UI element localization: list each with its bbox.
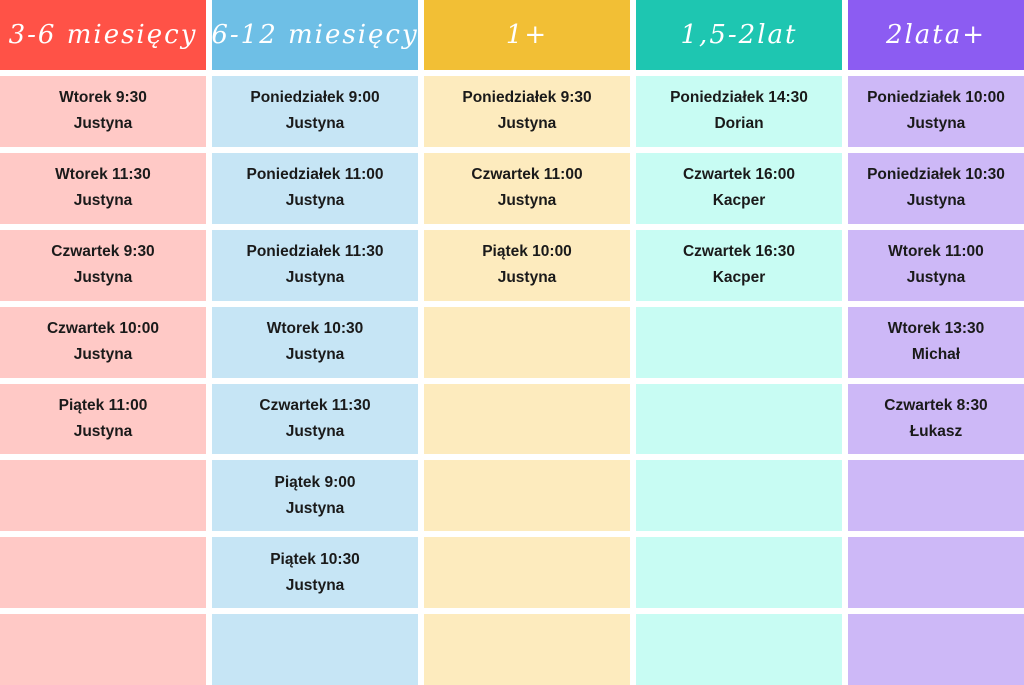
slot-teacher: Justyna xyxy=(285,269,345,287)
slot-time: Piątek 9:00 xyxy=(274,473,356,491)
slot-teacher: Justyna xyxy=(73,192,133,210)
slot-teacher: Dorian xyxy=(714,115,764,133)
slot-time: Poniedziałek 14:30 xyxy=(670,89,808,107)
slot-teacher: Justyna xyxy=(73,269,133,287)
slot-time: Czwartek 16:00 xyxy=(682,166,795,184)
column-header-3-6-months: 3-6 miesięcy xyxy=(0,0,206,70)
slot-teacher: Justyna xyxy=(906,115,966,133)
slot-teacher: Kacper xyxy=(712,192,766,210)
slot-teacher: Michał xyxy=(911,346,961,364)
schedule-slot xyxy=(424,460,630,532)
slot-teacher: Justyna xyxy=(285,192,345,210)
slot-time: Czwartek 8:30 xyxy=(884,396,988,414)
slot-time: Piątek 10:00 xyxy=(482,243,572,261)
schedule-slot xyxy=(636,614,842,685)
schedule-slot xyxy=(636,306,842,378)
slot-teacher: Justyna xyxy=(73,346,133,364)
slot-time: Poniedziałek 11:00 xyxy=(246,166,384,184)
slot-time: Wtorek 13:30 xyxy=(887,320,985,338)
slot-time: Poniedziałek 11:30 xyxy=(246,243,384,261)
schedule-slot xyxy=(424,614,630,685)
schedule-slot: Wtorek 10:30 Justyna xyxy=(212,306,418,378)
slot-teacher: Justyna xyxy=(906,192,966,210)
slot-time: Poniedziałek 9:30 xyxy=(462,89,592,107)
slot-teacher: Łukasz xyxy=(909,422,963,440)
schedule-slot xyxy=(0,537,206,609)
schedule-slot: Czwartek 10:00 Justyna xyxy=(0,306,206,378)
slot-time: Czwartek 10:00 xyxy=(46,320,159,338)
slot-teacher: Kacper xyxy=(712,269,766,287)
slot-time: Poniedziałek 10:30 xyxy=(867,166,1005,184)
schedule-slot: Czwartek 11:30 Justyna xyxy=(212,383,418,455)
slot-time: Czwartek 11:00 xyxy=(471,166,583,184)
slot-teacher: Justyna xyxy=(285,346,345,364)
slot-time: Czwartek 16:30 xyxy=(682,243,795,261)
schedule-slot xyxy=(212,614,418,685)
schedule-slot: Czwartek 11:00 Justyna xyxy=(424,152,630,224)
schedule-slot xyxy=(0,460,206,532)
schedule-slot: Czwartek 8:30 Łukasz xyxy=(848,383,1024,455)
slot-time: Czwartek 11:30 xyxy=(259,396,371,414)
schedule-slot xyxy=(424,306,630,378)
schedule-slot: Poniedziałek 10:00 Justyna xyxy=(848,76,1024,147)
schedule-slot: Czwartek 9:30 Justyna xyxy=(0,229,206,301)
column-header-2-years-plus: 2lata+ xyxy=(848,0,1024,70)
slot-teacher: Justyna xyxy=(73,115,133,133)
schedule-slot: Piątek 11:00 Justyna xyxy=(0,383,206,455)
schedule-slot: Piątek 10:00 Justyna xyxy=(424,229,630,301)
schedule-slot: Piątek 9:00 Justyna xyxy=(212,460,418,532)
slot-teacher: Justyna xyxy=(285,576,345,594)
slot-time: Czwartek 9:30 xyxy=(51,243,155,261)
schedule-slot: Czwartek 16:30 Kacper xyxy=(636,229,842,301)
schedule-slot: Poniedziałek 11:00 Justyna xyxy=(212,152,418,224)
slot-teacher: Justyna xyxy=(906,269,966,287)
schedule-slot: Poniedziałek 9:00 Justyna xyxy=(212,76,418,147)
column-header-6-12-months: 6-12 miesięcy xyxy=(211,0,418,70)
column-header-1-5-2-years: 1,5-2lat xyxy=(636,0,842,70)
schedule-slot: Wtorek 9:30 Justyna xyxy=(0,76,206,147)
slot-teacher: Justyna xyxy=(285,499,345,517)
slot-time: Piątek 11:00 xyxy=(58,396,148,414)
slot-teacher: Justyna xyxy=(73,422,133,440)
schedule-slot: Wtorek 11:00 Justyna xyxy=(848,229,1024,301)
slot-teacher: Justyna xyxy=(497,115,557,133)
column-header-1-plus: 1+ xyxy=(424,0,630,70)
slot-time: Wtorek 11:30 xyxy=(55,166,151,184)
slot-time: Piątek 10:30 xyxy=(270,550,360,568)
schedule-slot: Poniedziałek 10:30 Justyna xyxy=(848,152,1024,224)
schedule-slot xyxy=(424,383,630,455)
slot-teacher: Justyna xyxy=(497,192,557,210)
schedule-slot: Poniedziałek 9:30 Justyna xyxy=(424,76,630,147)
slot-time: Wtorek 10:30 xyxy=(266,320,364,338)
slot-teacher: Justyna xyxy=(285,115,345,133)
schedule-slot xyxy=(636,537,842,609)
slot-time: Wtorek 9:30 xyxy=(59,89,147,107)
schedule-slot: Poniedziałek 11:30 Justyna xyxy=(212,229,418,301)
slot-teacher: Justyna xyxy=(285,422,345,440)
schedule-slot: Poniedziałek 14:30 Dorian xyxy=(636,76,842,147)
schedule-slot xyxy=(848,537,1024,609)
schedule-slot: Piątek 10:30 Justyna xyxy=(212,537,418,609)
slot-time: Wtorek 11:00 xyxy=(888,243,984,261)
slot-time: Poniedziałek 9:00 xyxy=(250,89,380,107)
schedule-slot xyxy=(636,383,842,455)
schedule-slot xyxy=(424,537,630,609)
slot-teacher: Justyna xyxy=(497,269,557,287)
schedule-slot xyxy=(636,460,842,532)
schedule-slot xyxy=(0,614,206,685)
slot-time: Poniedziałek 10:00 xyxy=(867,89,1005,107)
schedule-slot: Wtorek 11:30 Justyna xyxy=(0,152,206,224)
schedule-slot xyxy=(848,460,1024,532)
schedule-slot xyxy=(848,614,1024,685)
schedule-slot: Wtorek 13:30 Michał xyxy=(848,306,1024,378)
schedule-slot: Czwartek 16:00 Kacper xyxy=(636,152,842,224)
